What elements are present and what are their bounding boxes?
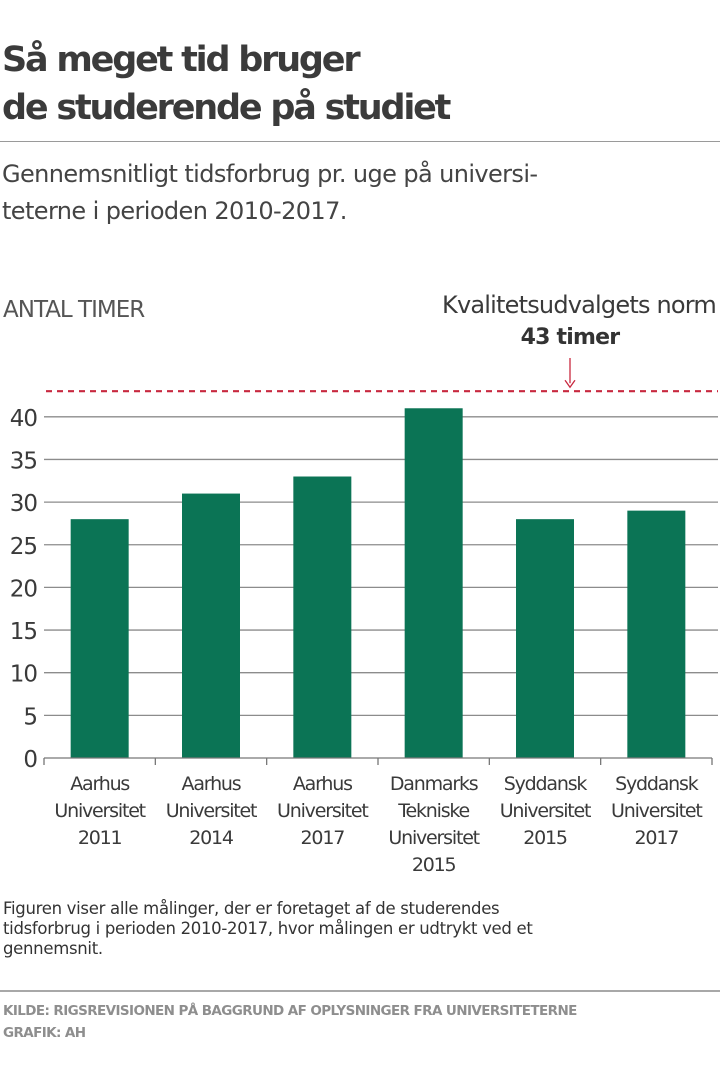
chart-subtitle: Gennemsnitligt tidsforbrug pr. uge på un… — [2, 156, 718, 230]
y-tick-label: 0 — [23, 747, 37, 773]
x-tick-label-line: 2014 — [189, 827, 234, 849]
y-axis-ticks: 0 5 10 15 20 25 30 35 40 — [10, 406, 39, 773]
y-axis-label: ANTAL TIMER — [3, 297, 145, 323]
x-tick-label-line: 2015 — [412, 854, 456, 876]
bar — [70, 519, 129, 758]
arrow-head-icon — [564, 379, 576, 389]
x-axis — [43, 757, 713, 765]
x-tick-label: Aarhus Universitet 2014 — [166, 773, 257, 849]
y-tick-label: 5 — [23, 704, 37, 730]
chart-title-line-1: Så meget tid bruger — [2, 40, 361, 80]
reference-line-group — [46, 358, 718, 393]
y-tick-label: 35 — [10, 448, 37, 474]
x-tick-label-line: Universitet — [388, 827, 479, 849]
x-tick-label-line: 2015 — [523, 827, 567, 849]
chart-subtitle-line-2: teterne i perioden 2010-2017. — [2, 197, 347, 225]
reference-line-label: Kvalitetsudvalgets norm — [442, 291, 717, 319]
x-tick-label: Syddansk Universitet 2017 — [611, 773, 702, 849]
source-line-1: KILDE: RIGSREVISIONEN PÅ BAGGRUND AF OPL… — [3, 1003, 577, 1019]
x-tick-label-line: Universitet — [166, 800, 257, 822]
caption-line-3: gennemsnit. — [3, 939, 103, 958]
y-tick-label: 30 — [10, 491, 38, 517]
y-tick-label: 10 — [10, 662, 38, 688]
divider — [0, 141, 720, 142]
x-tick-label-line: Tekniske — [397, 800, 469, 822]
bar — [516, 519, 574, 758]
chart-title: Så meget tid bruger de studerende på stu… — [2, 36, 718, 132]
caption: Figuren viser alle målinger, der er fore… — [3, 899, 719, 959]
x-tick-label: Danmarks Tekniske Universitet 2015 — [388, 773, 479, 876]
x-tick-label-line: Universitet — [611, 800, 702, 822]
bar — [182, 493, 240, 758]
reference-line-value: 43 timer — [520, 325, 620, 350]
x-tick-label-line: Syddansk — [504, 773, 588, 795]
x-tick-label-line: 2017 — [301, 827, 345, 849]
x-tick-label-line: Syddansk — [615, 773, 699, 795]
caption-line-2: tidsforbrug i perioden 2010-2017, hvor m… — [3, 919, 533, 938]
source-credit: KILDE: RIGSREVISIONEN PÅ BAGGRUND AF OPL… — [3, 1000, 577, 1044]
x-axis-labels: Aarhus Universitet 2011 Aarhus Universitet 20… — [54, 773, 703, 876]
y-tick-label: 20 — [10, 576, 38, 602]
bar — [404, 408, 463, 758]
source-line-2: GRAFIK: AH — [3, 1025, 86, 1041]
y-tick-label: 40 — [10, 406, 38, 432]
x-tick-label-line: 2011 — [78, 827, 122, 849]
bar — [627, 510, 686, 758]
x-tick-label-line: Aarhus — [70, 773, 129, 795]
bars — [70, 408, 686, 758]
x-tick-label-line: 2017 — [635, 827, 679, 849]
caption-line-1: Figuren viser alle målinger, der er fore… — [3, 899, 500, 918]
x-tick-label-line: Universitet — [277, 800, 368, 822]
x-tick-label: Aarhus Universitet 2017 — [277, 773, 368, 849]
y-tick-label: 25 — [10, 534, 37, 560]
y-tick-label: 15 — [10, 619, 37, 645]
x-tick-label-line: Aarhus — [293, 773, 352, 795]
chart-title-line-2: de studerende på studiet — [2, 88, 451, 128]
x-tick-label: Syddansk Universitet 2015 — [500, 773, 591, 849]
x-tick-label-line: Danmarks — [390, 773, 478, 795]
bar — [293, 476, 352, 758]
gridlines — [44, 416, 718, 716]
x-tick-label-line: Universitet — [500, 800, 591, 822]
x-tick-label-line: Universitet — [54, 800, 145, 822]
divider-bottom — [0, 990, 720, 992]
chart-subtitle-line-1: Gennemsnitligt tidsforbrug pr. uge på un… — [2, 160, 538, 188]
x-tick-label: Aarhus Universitet 2011 — [54, 773, 145, 849]
x-tick-label-line: Aarhus — [182, 773, 241, 795]
